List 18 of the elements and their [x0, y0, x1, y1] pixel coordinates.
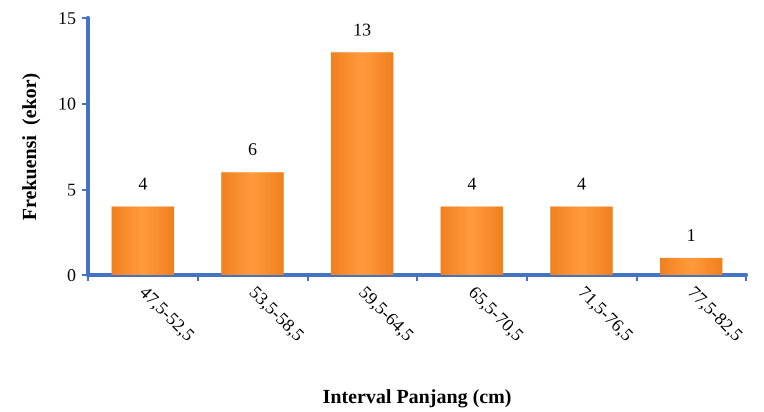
- y-tick-label: 10: [58, 94, 76, 114]
- y-tick-label: 5: [67, 179, 76, 200]
- y-tick-label: 15: [58, 8, 76, 28]
- bar: [112, 206, 174, 275]
- y-tick-label: 0: [67, 265, 76, 285]
- data-label: 4: [138, 173, 148, 194]
- data-label: 4: [467, 173, 476, 194]
- x-axis-title: Interval Panjang (cm): [322, 386, 512, 408]
- bar: [550, 206, 613, 275]
- data-label: 1: [686, 224, 696, 245]
- y-axis-title: Frekuensi (ekor): [19, 72, 41, 220]
- data-label: 6: [248, 139, 257, 160]
- bar: [660, 258, 722, 275]
- bar: [440, 206, 504, 275]
- bar: [330, 52, 394, 275]
- bar: [221, 172, 284, 275]
- data-label: 4: [577, 173, 586, 194]
- data-label: 13: [353, 19, 372, 40]
